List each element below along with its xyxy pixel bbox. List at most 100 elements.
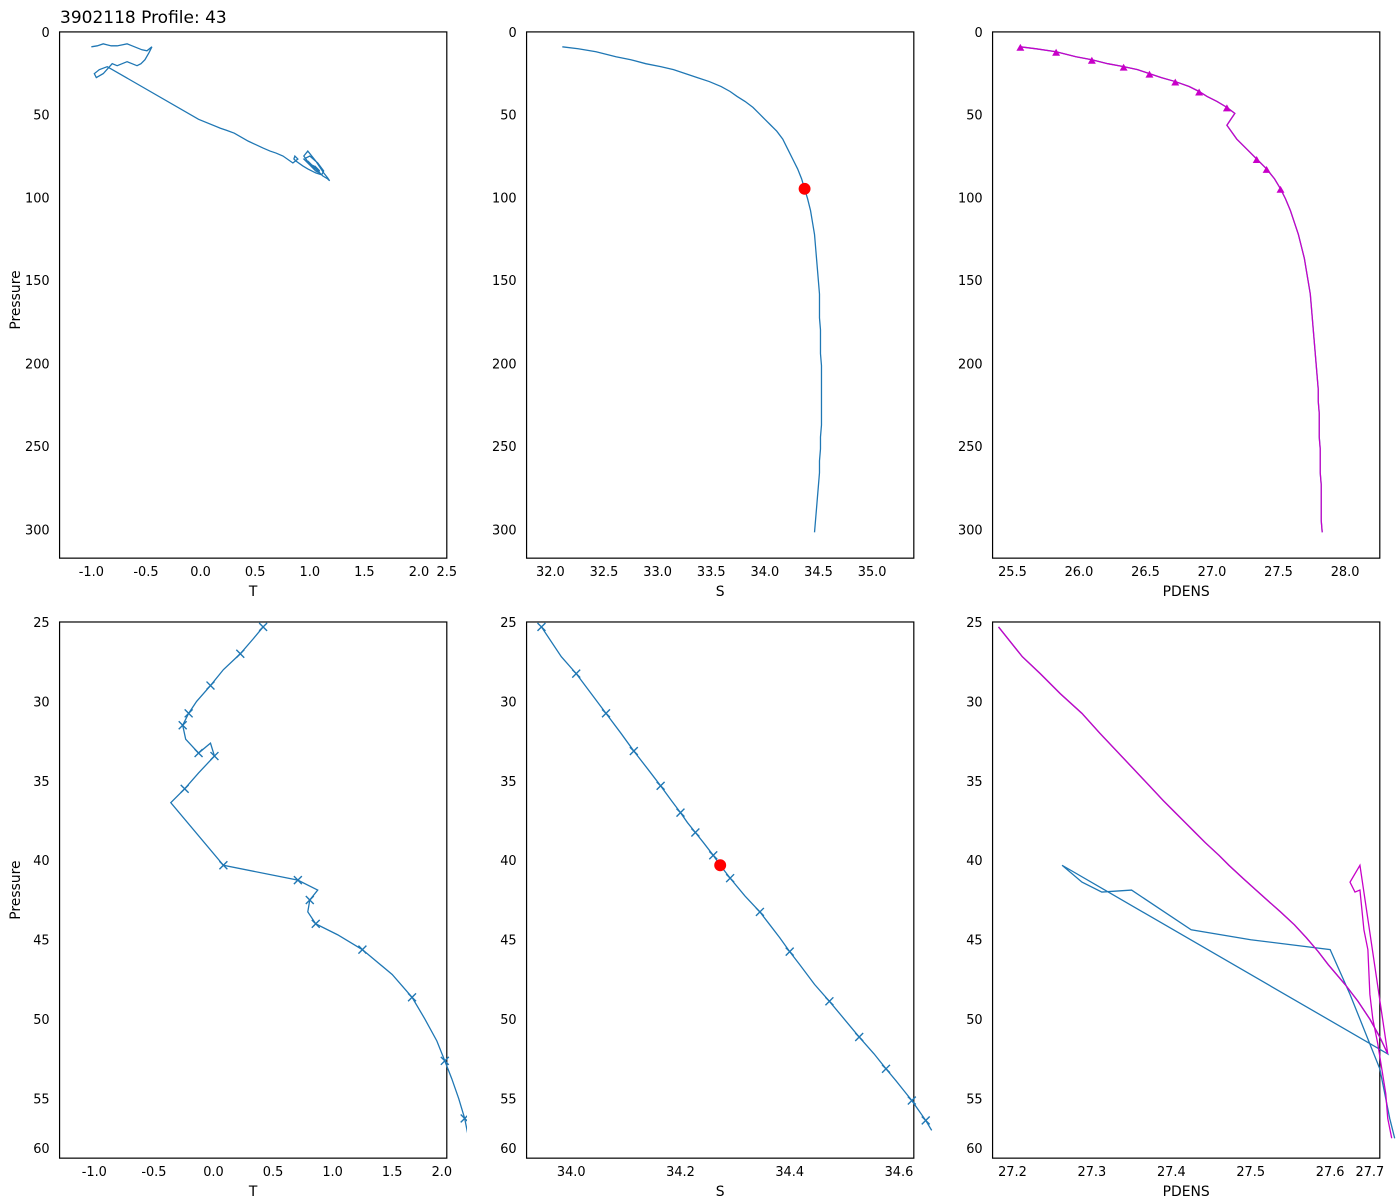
svg-text:32.5: 32.5 <box>589 565 618 580</box>
ylabel-pressure-bottom-T: Pressure <box>8 860 24 919</box>
svg-text:27.2: 27.2 <box>998 1165 1027 1180</box>
svg-text:35.0: 35.0 <box>857 565 886 580</box>
svg-text:34.0: 34.0 <box>750 565 779 580</box>
svg-text:-1.0: -1.0 <box>79 565 104 580</box>
svg-text:27.5: 27.5 <box>1265 565 1294 580</box>
svg-text:250: 250 <box>958 440 983 455</box>
svg-text:1.0: 1.0 <box>322 1165 343 1180</box>
svg-text:60: 60 <box>967 1142 983 1157</box>
x-ticks-bottom-T: -1.0 -0.5 0.0 0.5 1.0 1.5 2.0 <box>82 1165 452 1180</box>
y-ticks-top-S: 0 50 100 150 200 250 300 <box>492 26 517 538</box>
svg-text:34.0: 34.0 <box>557 1165 586 1180</box>
series-T-top[interactable] <box>91 44 329 181</box>
series-S-top[interactable] <box>562 47 821 533</box>
svg-bottom-S: 25 30 35 40 45 50 55 60 34.0 34.2 34.4 3… <box>467 600 934 1200</box>
svg-text:1.5: 1.5 <box>382 1165 403 1180</box>
series-PDENS-top[interactable] <box>1021 47 1323 533</box>
svg-text:50: 50 <box>967 108 983 123</box>
series-PDENS-bottom[interactable] <box>999 627 1392 1138</box>
svg-text:100: 100 <box>492 192 517 207</box>
xlabel-S-bottom: S <box>715 1184 724 1200</box>
x-markers-bottom-T[interactable] <box>179 623 467 1122</box>
x-ticks-bottom-PDENS: 27.2 27.3 27.4 27.5 27.6 27.7 <box>998 1165 1384 1180</box>
x-ticks-top-PDENS: 25.5 26.0 26.5 27.0 27.5 28.0 <box>998 565 1359 580</box>
svg-text:25.5: 25.5 <box>998 565 1027 580</box>
y-ticks-top-T: 0 50 100 150 200 250 300 <box>25 26 50 538</box>
svg-text:35: 35 <box>500 775 516 790</box>
svg-text:1.5: 1.5 <box>354 565 375 580</box>
svg-bottom-PDENS: 25 30 35 40 45 50 55 60 27.2 27.3 27.4 2… <box>933 600 1400 1200</box>
svg-top-T: 0 50 100 150 200 250 300 Pressure -1.0 -… <box>0 0 467 600</box>
svg-text:34.2: 34.2 <box>666 1165 695 1180</box>
xlabel-PDENS-bottom: PDENS <box>1163 1184 1210 1200</box>
svg-text:34.6: 34.6 <box>884 1165 913 1180</box>
svg-text:0: 0 <box>508 26 516 41</box>
svg-text:2.0: 2.0 <box>432 1165 453 1180</box>
triangle-markers-PDENS-top[interactable] <box>1017 44 1285 193</box>
svg-text:200: 200 <box>25 358 50 373</box>
svg-text:40: 40 <box>967 854 983 869</box>
svg-text:27.6: 27.6 <box>1316 1165 1345 1180</box>
highlight-dot-S-bottom[interactable] <box>714 859 726 871</box>
svg-text:-0.5: -0.5 <box>141 1165 166 1180</box>
panel-bottom-S: 25 30 35 40 45 50 55 60 34.0 34.2 34.4 3… <box>467 600 934 1200</box>
plot-border <box>993 622 1380 1158</box>
svg-text:27.4: 27.4 <box>1157 1165 1186 1180</box>
svg-text:2.0: 2.0 <box>409 565 430 580</box>
svg-text:0.0: 0.0 <box>203 1165 224 1180</box>
svg-text:250: 250 <box>25 440 50 455</box>
svg-text:50: 50 <box>500 1013 516 1028</box>
svg-text:34.4: 34.4 <box>775 1165 804 1180</box>
plot-border <box>60 32 447 558</box>
svg-top-S: 0 50 100 150 200 250 300 32.0 32.5 33.0 … <box>467 0 934 600</box>
y-ticks-bottom-T: 25 30 35 40 45 50 55 60 <box>33 616 49 1157</box>
svg-text:100: 100 <box>25 192 50 207</box>
plot-border <box>526 622 913 1158</box>
svg-text:27.7: 27.7 <box>1356 1165 1385 1180</box>
svg-text:0: 0 <box>975 26 983 41</box>
svg-text:27.3: 27.3 <box>1078 1165 1107 1180</box>
panel-bottom-T: 25 30 35 40 45 50 55 60 Pressure -1.0 -0… <box>0 600 467 1200</box>
panel-top-PDENS: 0 50 100 150 200 250 300 25.5 26.0 26.5 … <box>933 0 1400 600</box>
panel-bottom-PDENS: 25 30 35 40 45 50 55 60 27.2 27.3 27.4 2… <box>933 600 1400 1200</box>
svg-text:200: 200 <box>492 358 517 373</box>
y-ticks-top-PDENS: 0 50 100 150 200 250 300 <box>958 26 983 538</box>
svg-bottom-T: 25 30 35 40 45 50 55 60 Pressure -1.0 -0… <box>0 600 467 1200</box>
svg-text:32.0: 32.0 <box>536 565 565 580</box>
svg-text:150: 150 <box>958 274 983 289</box>
svg-text:50: 50 <box>33 108 49 123</box>
svg-text:40: 40 <box>500 854 516 869</box>
svg-text:0.5: 0.5 <box>245 565 266 580</box>
svg-text:-0.5: -0.5 <box>133 565 158 580</box>
svg-text:50: 50 <box>500 108 516 123</box>
svg-text:27.5: 27.5 <box>1237 1165 1266 1180</box>
svg-text:25: 25 <box>967 616 983 631</box>
ylabel-pressure: Pressure <box>8 270 24 329</box>
highlight-dot-S-top[interactable] <box>798 183 810 195</box>
svg-text:45: 45 <box>500 934 516 949</box>
svg-top-PDENS: 0 50 100 150 200 250 300 25.5 26.0 26.5 … <box>933 0 1400 600</box>
svg-text:27.0: 27.0 <box>1198 565 1227 580</box>
x-markers-bottom-S[interactable] <box>537 623 929 1124</box>
svg-text:50: 50 <box>967 1013 983 1028</box>
x-ticks-bottom-S: 34.0 34.2 34.4 34.6 <box>557 1165 913 1180</box>
svg-text:35: 35 <box>33 775 49 790</box>
y-ticks-bottom-S: 25 30 35 40 45 50 55 60 <box>500 616 516 1157</box>
series-S-bottom[interactable] <box>541 627 931 1130</box>
plot-border <box>526 32 913 558</box>
y-ticks-bottom-PDENS: 25 30 35 40 45 50 55 60 <box>967 616 983 1157</box>
svg-text:0.0: 0.0 <box>190 565 211 580</box>
series-T-bottom[interactable] <box>171 627 467 1138</box>
svg-text:25: 25 <box>33 616 49 631</box>
xlabel-T-bottom: T <box>248 1184 258 1200</box>
svg-text:26.0: 26.0 <box>1065 565 1094 580</box>
svg-text:30: 30 <box>500 695 516 710</box>
svg-text:0.5: 0.5 <box>263 1165 284 1180</box>
chart-title: 3902118 Profile: 43 <box>60 8 227 28</box>
svg-text:150: 150 <box>25 274 50 289</box>
series-PDENS-underlay-top <box>1021 47 1323 533</box>
svg-text:300: 300 <box>958 523 983 538</box>
svg-text:55: 55 <box>967 1093 983 1108</box>
xlabel-T-top: T <box>248 584 258 600</box>
svg-text:45: 45 <box>967 934 983 949</box>
